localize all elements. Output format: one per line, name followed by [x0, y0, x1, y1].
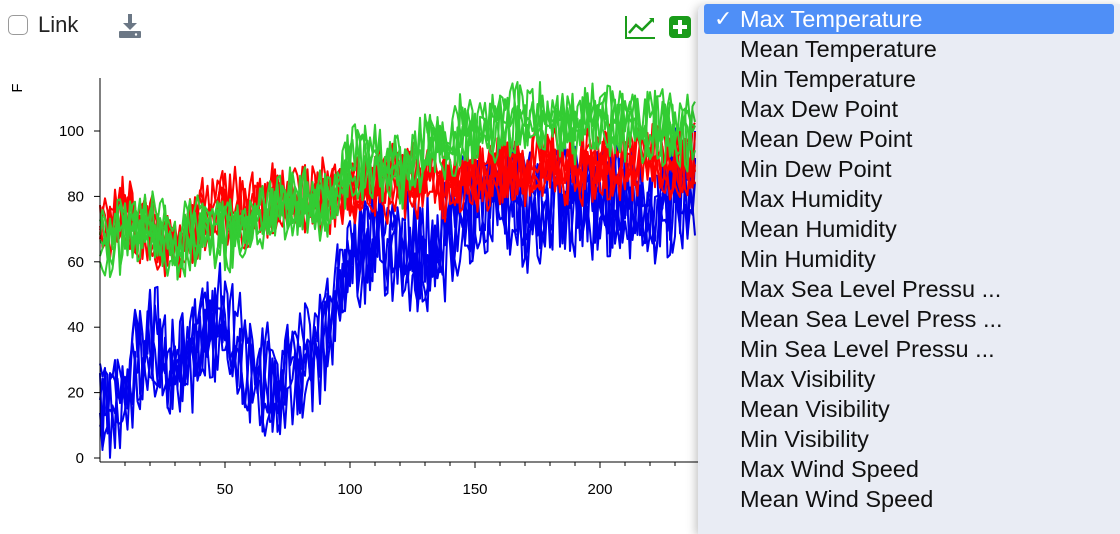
menu-item-min-visibility[interactable]: Min Visibility — [698, 424, 1120, 454]
menu-item-label: Min Visibility — [740, 426, 869, 452]
plus-square-icon[interactable] — [669, 16, 691, 38]
measure-dropdown-menu[interactable]: ✓ Max Temperature Mean Temperature Min Temp… — [698, 4, 1120, 534]
menu-item-label: Min Humidity — [740, 246, 876, 272]
y-tick-label: 60 — [67, 254, 84, 271]
menu-list: ✓ Max Temperature Mean Temperature Min Temp… — [698, 4, 1120, 514]
menu-item-mean-sea-level-press[interactable]: Mean Sea Level Press ... — [698, 304, 1120, 334]
line-chart: 0 20 40 60 80 100 50 100 150 200 F — [9, 78, 700, 498]
menu-item-max-visibility[interactable]: Max Visibility — [698, 364, 1120, 394]
menu-item-min-sea-level-pressu[interactable]: Min Sea Level Pressu ... — [698, 334, 1120, 364]
menu-item-min-temperature[interactable]: Min Temperature — [698, 64, 1120, 94]
menu-item-mean-wind-speed[interactable]: Mean Wind Speed — [698, 484, 1120, 514]
menu-item-label: Mean Sea Level Press ... — [740, 306, 1003, 332]
y-tick-label: 20 — [67, 385, 84, 402]
menu-item-max-dew-point[interactable]: Max Dew Point — [698, 94, 1120, 124]
x-tick-label: 50 — [217, 481, 234, 498]
x-tick-label: 150 — [462, 481, 487, 498]
menu-item-label: Max Dew Point — [740, 96, 899, 122]
menu-item-mean-dew-point[interactable]: Mean Dew Point — [698, 124, 1120, 154]
plot-area — [99, 81, 696, 459]
y-tick-label: 0 — [76, 450, 84, 467]
menu-item-mean-visibility[interactable]: Mean Visibility — [698, 394, 1120, 424]
y-tick-label: 40 — [67, 319, 84, 336]
menu-item-label: Mean Dew Point — [740, 126, 913, 152]
menu-item-mean-humidity[interactable]: Mean Humidity — [698, 214, 1120, 244]
series-line — [99, 142, 696, 451]
menu-item-max-wind-speed[interactable]: Max Wind Speed — [698, 454, 1120, 484]
series-line — [99, 82, 696, 272]
checkmark-icon: ✓ — [714, 6, 733, 31]
y-axis-ticks: 0 20 40 60 80 100 — [59, 123, 100, 467]
menu-item-label: Max Temperature — [740, 6, 923, 32]
menu-item-label: Min Sea Level Pressu ... — [740, 336, 995, 362]
menu-item-max-sea-level-pressu[interactable]: Max Sea Level Pressu ... — [698, 274, 1120, 304]
menu-item-min-humidity[interactable]: Min Humidity — [698, 244, 1120, 274]
menu-item-label: Mean Humidity — [740, 216, 897, 242]
menu-item-label: Mean Visibility — [740, 396, 890, 422]
x-tick-label: 100 — [337, 481, 362, 498]
menu-item-label: Max Wind Speed — [740, 456, 919, 482]
menu-item-label: Max Sea Level Pressu ... — [740, 276, 1002, 302]
download-icon[interactable] — [116, 12, 144, 40]
y-tick-label: 80 — [67, 188, 84, 205]
y-tick-label: 100 — [59, 123, 84, 140]
line-chart-icon[interactable] — [624, 14, 656, 40]
y-axis-label: F — [9, 83, 26, 92]
x-tick-label: 200 — [587, 481, 612, 498]
menu-item-max-humidity[interactable]: Max Humidity — [698, 184, 1120, 214]
link-label: Link — [38, 12, 79, 37]
menu-item-label: Min Dew Point — [740, 156, 892, 182]
link-checkbox[interactable] — [8, 15, 28, 35]
menu-item-label: Max Visibility — [740, 366, 876, 392]
link-toggle[interactable]: Link — [8, 12, 78, 38]
menu-item-max-temperature[interactable]: ✓ Max Temperature — [704, 4, 1114, 34]
x-axis-ticks: 50 100 150 200 — [124, 462, 700, 498]
menu-item-label: Max Humidity — [740, 186, 883, 212]
menu-item-label: Mean Temperature — [740, 36, 937, 62]
series-line — [99, 123, 696, 264]
menu-item-label: Min Temperature — [740, 66, 916, 92]
menu-item-mean-temperature[interactable]: Mean Temperature — [698, 34, 1120, 64]
menu-item-label: Mean Wind Speed — [740, 486, 934, 512]
menu-item-min-dew-point[interactable]: Min Dew Point — [698, 154, 1120, 184]
